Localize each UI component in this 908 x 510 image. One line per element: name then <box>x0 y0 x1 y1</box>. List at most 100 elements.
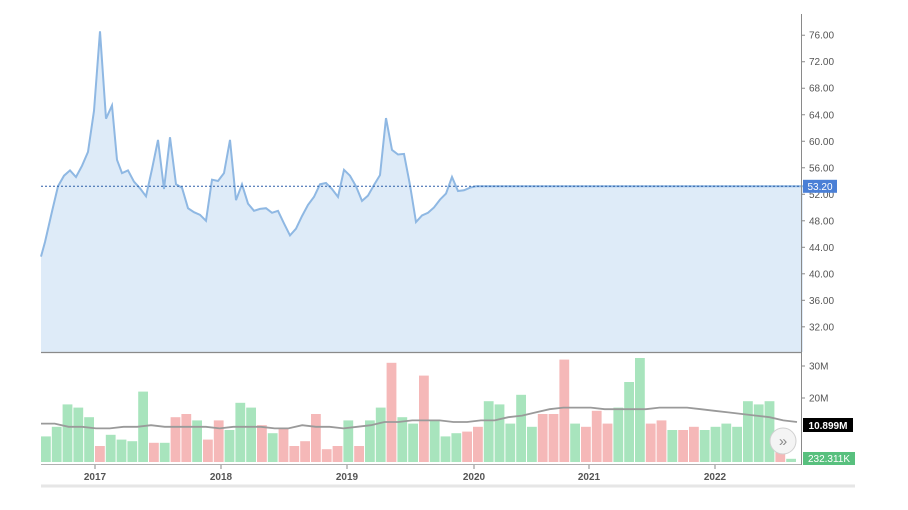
volume-axis-ticks: 30M 20M <box>801 362 828 405</box>
volume-bar-up <box>732 426 742 462</box>
volume-bars <box>41 358 796 462</box>
price-tick-label: 52.00 <box>809 190 834 201</box>
volume-bar-down <box>95 446 105 462</box>
volume-bar-up <box>721 423 732 462</box>
time-tick-label: 2022 <box>704 472 727 483</box>
volume-tick-label: 20M <box>809 394 828 405</box>
volume-bar-down <box>581 426 591 462</box>
price-tick-label: 56.00 <box>809 163 834 174</box>
price-axis-ticks: 76.00 72.00 68.00 64.00 60.00 56.00 52.00 48.00… <box>801 31 834 333</box>
volume-bar-down <box>289 446 300 462</box>
volume-bar-up <box>246 407 256 462</box>
volume-bar-up <box>429 420 440 462</box>
price-tick-label: 44.00 <box>809 243 834 254</box>
price-tick-label: 72.00 <box>809 57 834 68</box>
volume-bar-up <box>224 430 235 462</box>
volume-bar-up <box>62 404 73 462</box>
time-tick-label: 2019 <box>336 472 359 483</box>
volume-average-badge-bg <box>803 418 853 432</box>
volume-bar-down <box>419 375 429 462</box>
volume-last-badge-label: 232.311K <box>808 454 850 465</box>
volume-bar-up <box>159 442 170 462</box>
scroll-to-latest-button[interactable]: » <box>769 427 797 455</box>
volume-bar-up <box>710 426 721 462</box>
volume-bar-up <box>699 430 710 462</box>
last-price-badge-bg <box>803 179 837 193</box>
volume-bar-up <box>408 423 418 462</box>
volume-bar-down <box>591 410 602 462</box>
volume-bar-down <box>473 426 483 462</box>
price-tick-label: 32.00 <box>809 322 834 333</box>
time-tick-label: 2020 <box>463 472 486 483</box>
volume-bar-down <box>213 420 224 462</box>
volume-bar-up <box>440 436 451 462</box>
volume-bar-down <box>386 362 397 462</box>
volume-bar-up <box>105 434 116 462</box>
price-tick-label: 60.00 <box>809 137 834 148</box>
volume-bar-down <box>170 417 181 462</box>
volume-bar-down <box>332 446 343 462</box>
volume-bar-down <box>689 426 699 462</box>
last-price-badge: 53.20 <box>803 179 837 193</box>
volume-bar-down <box>678 430 688 462</box>
volume-tick-label: 30M <box>809 362 828 373</box>
volume-bar-down <box>645 423 656 462</box>
volume-bar-up <box>375 407 386 462</box>
volume-panel <box>41 358 798 462</box>
time-tick-label: 2021 <box>578 472 601 483</box>
price-area-fill <box>41 31 803 353</box>
time-tick-label: 2018 <box>210 472 233 483</box>
price-tick-label: 48.00 <box>809 216 834 227</box>
price-panel <box>40 31 803 353</box>
price-tick-label: 40.00 <box>809 269 834 280</box>
price-tick-label: 36.00 <box>809 296 834 307</box>
volume-bar-up <box>127 441 138 462</box>
volume-bar-up <box>624 382 634 462</box>
volume-bar-up <box>753 404 764 462</box>
price-tick-label: 68.00 <box>809 84 834 95</box>
volume-average-badge: 10.899M <box>803 418 853 432</box>
volume-bar-down <box>149 442 159 462</box>
volume-bar-up <box>743 401 753 462</box>
volume-bar-up <box>570 423 580 462</box>
volume-bar-down <box>602 423 613 462</box>
volume-bar-down <box>656 420 667 462</box>
volume-bar-up <box>451 433 462 462</box>
last-price-badge-label: 53.20 <box>807 182 832 193</box>
volume-bar-down <box>300 441 310 462</box>
volume-bar-down <box>181 414 192 462</box>
volume-bar-up <box>365 420 375 462</box>
volume-bar-up <box>116 439 127 462</box>
volume-average-badge-label: 10.899M <box>809 421 848 432</box>
volume-bar-down <box>257 425 267 462</box>
volume-bar-up <box>786 458 796 462</box>
volume-bar-up <box>51 426 62 462</box>
volume-bar-up <box>84 417 94 462</box>
volume-bar-up <box>483 401 494 462</box>
volume-bar-down <box>203 439 213 462</box>
volume-bar-down <box>321 449 332 462</box>
volume-last-badge: 232.311K <box>803 452 855 465</box>
double-chevron-right-icon[interactable]: » <box>779 433 787 450</box>
time-axis-ticks: 2017 2018 2019 2020 2021 2022 <box>84 465 727 483</box>
time-tick-label: 2017 <box>84 472 107 483</box>
volume-last-badge-bg <box>803 452 855 465</box>
volume-bar-up <box>516 394 526 462</box>
volume-bar-down <box>537 414 548 462</box>
volume-bar-down <box>311 414 321 462</box>
volume-bar-up <box>613 407 624 462</box>
volume-bar-up <box>41 436 51 462</box>
price-tick-label: 64.00 <box>809 110 834 121</box>
scroll-to-latest-button-bg[interactable] <box>769 427 797 455</box>
volume-bar-up <box>764 401 775 462</box>
volume-bar-up <box>527 426 537 462</box>
volume-bar-down <box>278 428 289 462</box>
volume-bar-down <box>559 359 570 462</box>
volume-bar-up <box>505 423 516 462</box>
time-axis-band <box>41 465 855 485</box>
price-tick-label: 76.00 <box>809 31 834 42</box>
volume-bar-down <box>548 414 559 462</box>
volume-bar-down <box>462 431 472 462</box>
volume-bar-up <box>667 430 678 462</box>
volume-bar-up <box>192 420 202 462</box>
